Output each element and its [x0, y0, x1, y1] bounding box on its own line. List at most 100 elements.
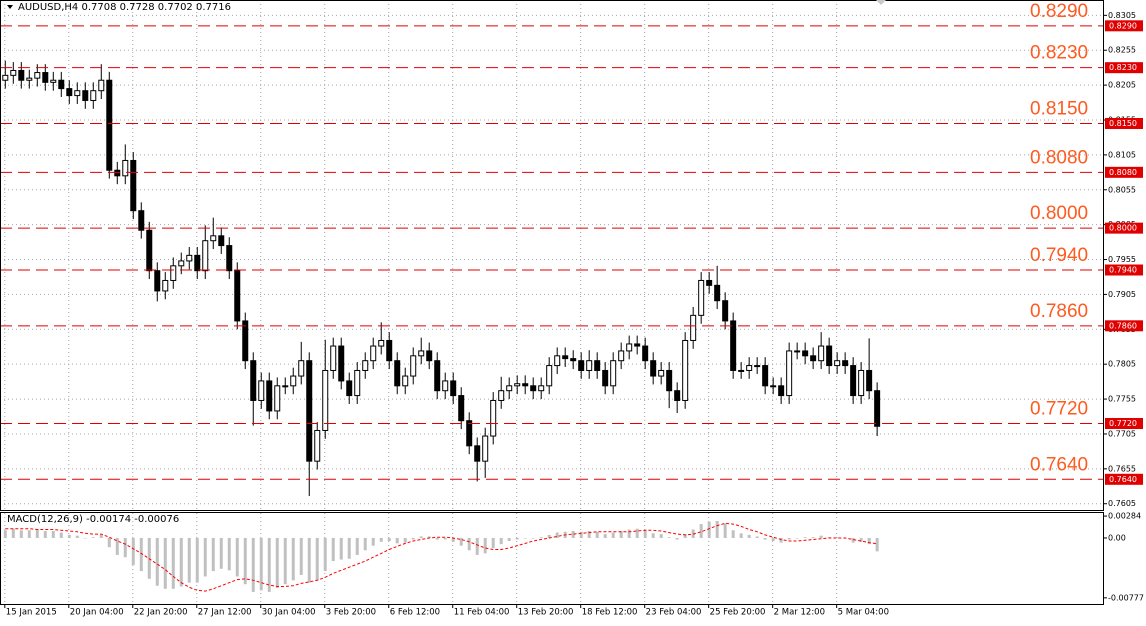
macd-bar	[107, 537, 111, 548]
chart-title: AUDUSD,H4 0.7708 0.7728 0.7702 0.7716	[18, 2, 231, 13]
x-tick-label: 18 Feb 12:00	[582, 608, 638, 618]
macd-bar	[715, 521, 719, 538]
macd-bar	[659, 534, 663, 538]
candle-body	[754, 365, 761, 368]
level-label: 0.8230	[1030, 43, 1088, 64]
macd-bar	[859, 537, 863, 542]
y-tick-label: 0.7805	[1108, 360, 1136, 369]
macd-bar	[555, 532, 559, 538]
candle-body	[570, 358, 577, 362]
level-tag	[1105, 473, 1143, 485]
macd-bar	[235, 537, 239, 577]
y-tick-label: 0.7955	[1108, 255, 1136, 264]
candle-body	[274, 385, 281, 412]
candle-body	[618, 350, 625, 362]
candle-body	[674, 390, 681, 401]
candle-body	[762, 365, 769, 387]
candle-body	[514, 383, 521, 387]
overlay-layer: 0.8290 0.8290 0.8230 0.8230 0.8150 0.8150 0.80…	[0, 1, 1143, 485]
candle-body	[786, 350, 793, 397]
candle-body	[442, 380, 449, 392]
macd-bar	[363, 537, 367, 551]
macd-bar	[347, 537, 351, 559]
macd-bar	[155, 537, 159, 586]
macd-bar	[195, 537, 199, 583]
candle-body	[290, 375, 297, 387]
y-tick-label: 0.00284	[1108, 512, 1141, 521]
candle-body	[74, 90, 81, 97]
candle-body	[858, 369, 865, 397]
macd-bar	[3, 530, 7, 538]
candle-body	[778, 385, 785, 397]
x-tick-label: 11 Feb 04:00	[454, 608, 510, 618]
macd-bar	[251, 537, 255, 592]
candle-body	[866, 369, 873, 392]
macd-bar	[507, 537, 511, 542]
level-label: 0.7940	[1030, 245, 1088, 266]
macd-bar	[451, 537, 455, 542]
candle-body	[162, 279, 169, 292]
macd-bar	[707, 521, 711, 538]
macd-bar	[547, 534, 551, 538]
shift-marker	[876, 0, 886, 5]
candle-body	[410, 355, 417, 377]
macd-bar	[683, 534, 687, 538]
macd-bar	[11, 528, 15, 538]
candle-body	[50, 79, 57, 83]
x-tick-label: 25 Feb 20:00	[710, 608, 766, 618]
level-tag	[1105, 417, 1143, 429]
macd-bar	[331, 537, 335, 562]
level-label: 0.8000	[1030, 203, 1088, 224]
macd-bar	[35, 529, 39, 538]
macd-bar	[523, 537, 527, 539]
macd-bar	[667, 537, 671, 538]
level-label: 0.7860	[1030, 301, 1088, 322]
x-tick-label: 3 Feb 20:00	[326, 608, 376, 618]
candle-body	[394, 360, 401, 387]
macd-bar	[755, 536, 759, 538]
candle-body	[146, 229, 153, 272]
macd-bar	[139, 537, 143, 572]
x-tick-label: 23 Feb 04:00	[646, 608, 702, 618]
candle-body	[170, 265, 177, 281]
candle-body	[322, 369, 329, 431]
macd-bar	[323, 537, 327, 572]
level-tag-label: 0.8230	[1109, 63, 1137, 72]
candle-body	[250, 360, 257, 401]
candle-body	[482, 435, 489, 462]
macd-bar	[459, 537, 463, 546]
macd-bar	[27, 530, 31, 538]
candle-body	[794, 350, 801, 353]
macd-bar	[307, 537, 311, 583]
level-label: 0.8290	[1030, 1, 1088, 22]
candle-body	[154, 270, 161, 292]
candle-body	[874, 390, 881, 427]
macd-bar	[627, 529, 631, 538]
level-tag-label: 0.8080	[1109, 168, 1137, 177]
macd-bar	[259, 537, 263, 591]
macd-bar	[395, 537, 399, 544]
macd-bar	[635, 528, 639, 538]
x-tick-label: 30 Jan 04:00	[262, 608, 316, 618]
macd-bar	[699, 524, 703, 538]
candle-body	[58, 79, 65, 90]
macd-bar	[411, 537, 415, 540]
candle-body	[98, 79, 105, 92]
candle-body	[474, 445, 481, 462]
macd-bar	[19, 530, 23, 538]
candle-body	[2, 74, 9, 81]
macd-bar	[571, 531, 575, 538]
macd-bar	[171, 537, 175, 589]
marks-layer	[2, 60, 881, 592]
macd-bar	[51, 531, 55, 538]
candle-body	[122, 159, 129, 177]
macd-bar	[851, 537, 855, 543]
macd-bar	[179, 537, 183, 587]
macd-bar	[267, 537, 271, 592]
candle-body	[426, 350, 433, 362]
macd-bar	[371, 537, 375, 546]
candle-body	[226, 245, 233, 272]
candle-body	[554, 355, 561, 367]
